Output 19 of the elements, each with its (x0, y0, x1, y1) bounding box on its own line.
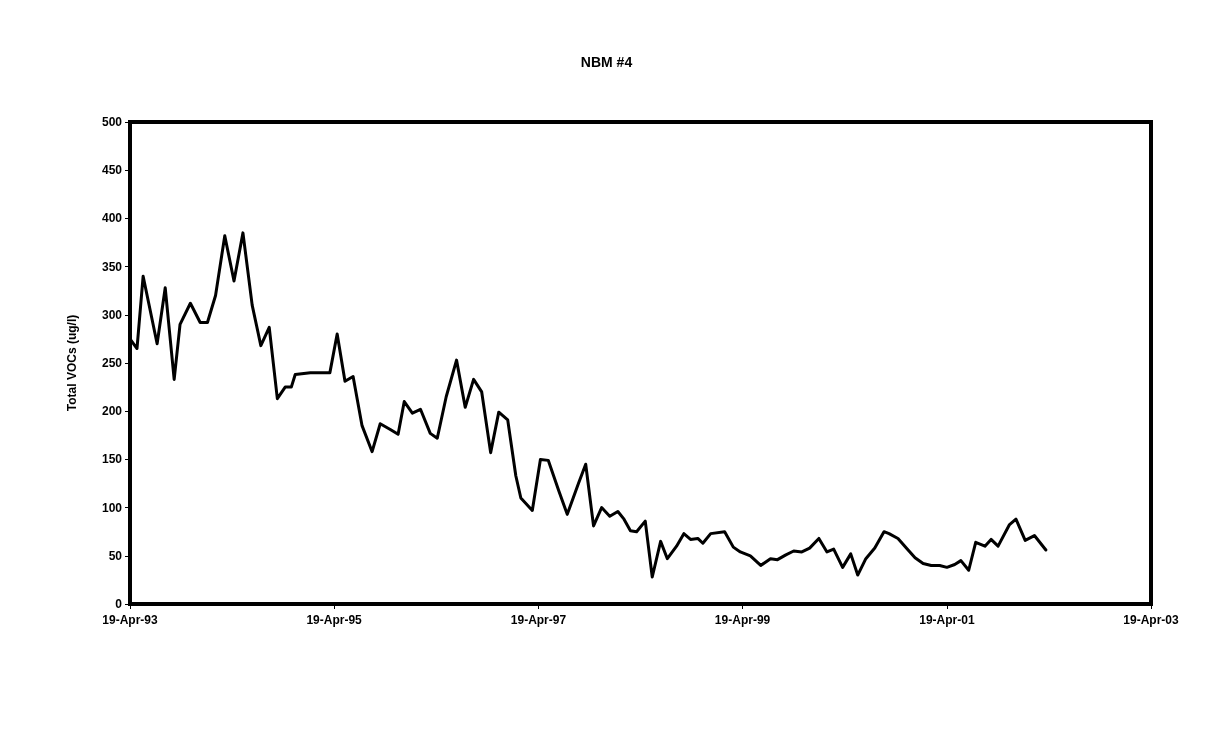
y-tick-label: 50 (108, 548, 123, 563)
x-tick-label: 19-Apr-95 (306, 613, 363, 627)
x-tick-label: 19-Apr-97 (510, 613, 567, 627)
x-tick-label: 19-Apr-03 (1123, 613, 1179, 627)
y-tick-label: 450 (101, 163, 123, 178)
y-tick-label: 150 (101, 452, 123, 467)
y-axis-title: Total VOCs (ug/l) (65, 314, 79, 412)
y-tick-label: 350 (101, 259, 123, 274)
x-tick-label: 19-Apr-99 (714, 613, 771, 627)
y-tick-label: 250 (101, 356, 123, 370)
y-tick-label: 400 (101, 211, 123, 226)
y-tick-label: 200 (101, 404, 123, 419)
x-tick-label: 19-Apr-93 (102, 613, 158, 627)
chart-title: NBM #4 (580, 54, 633, 70)
y-tick-label: 300 (101, 307, 123, 322)
y-tick-label: 100 (101, 500, 123, 515)
y-tick-label: 0 (115, 597, 123, 611)
y-tick-label: 500 (101, 115, 123, 129)
x-tick-label: 19-Apr-01 (919, 613, 975, 627)
